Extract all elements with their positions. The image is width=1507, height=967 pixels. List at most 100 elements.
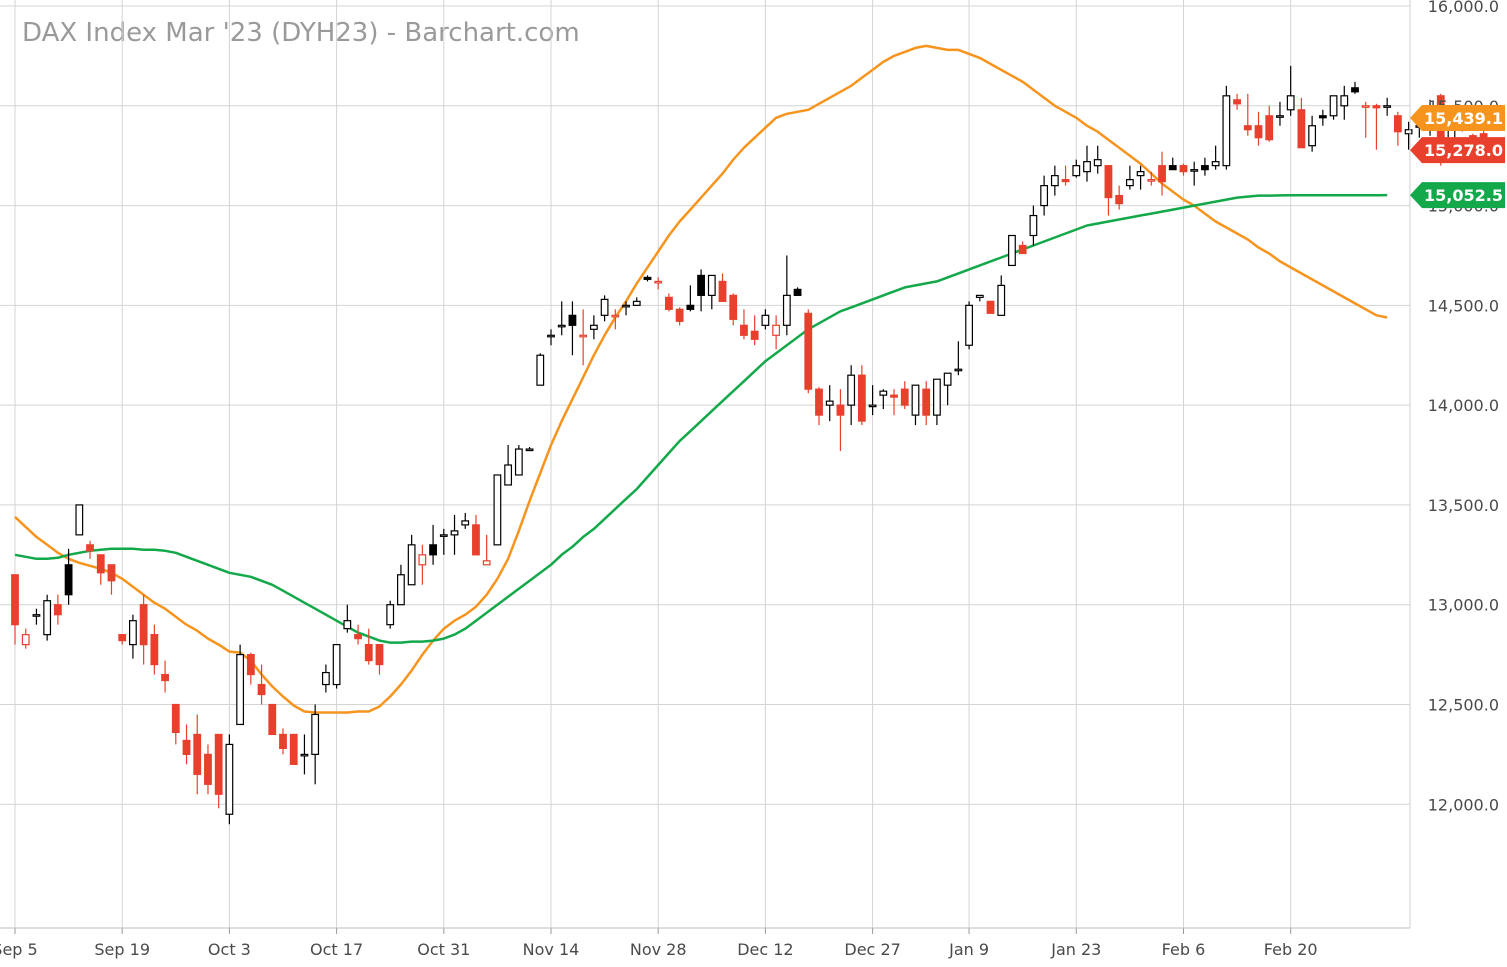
candle-body <box>1351 87 1359 93</box>
y-tick-label: 14,500.0 <box>1428 296 1499 315</box>
candle-body <box>139 604 148 646</box>
ma-fast-line <box>14 44 1388 714</box>
candle-body <box>568 314 577 326</box>
candle-body <box>86 544 94 552</box>
candle-body <box>1158 165 1166 183</box>
candle <box>1018 241 1027 255</box>
candle <box>1297 97 1306 149</box>
candle-body <box>311 713 320 755</box>
candles <box>11 65 1488 825</box>
candle-body <box>1404 129 1413 135</box>
price-tag-shape <box>1410 182 1505 209</box>
candle <box>1393 111 1402 146</box>
candle-body <box>375 644 384 666</box>
candle-body <box>697 274 705 296</box>
candle <box>364 628 373 665</box>
candle-body <box>847 374 856 406</box>
candle <box>536 353 545 386</box>
chart-title: DAX Index Mar '23 (DYH23) - Barchart.com <box>22 18 580 48</box>
price-tag-label: 15,052.5 <box>1424 186 1503 205</box>
candle <box>450 514 459 555</box>
candle <box>43 594 52 641</box>
candle-body <box>622 304 630 308</box>
candle-body <box>1372 105 1381 109</box>
candle <box>504 445 513 486</box>
candle <box>654 277 663 290</box>
candle <box>139 594 148 665</box>
candle-body <box>654 280 663 284</box>
x-tick-label: Sep 5 <box>0 940 38 959</box>
candle-body <box>493 474 502 546</box>
candle-body <box>354 634 362 640</box>
candle <box>418 544 427 585</box>
candle <box>1233 93 1241 110</box>
candle-body <box>161 673 169 682</box>
candle-body <box>236 654 245 726</box>
candle <box>1158 151 1166 196</box>
candle-body <box>997 284 1006 316</box>
price-tags[interactable]: 15,439.1 15,278.0 15,052.5 <box>1410 104 1505 209</box>
x-tick-label: Oct 17 <box>310 940 363 959</box>
candle <box>257 664 266 705</box>
price-tag-label: 15,278.0 <box>1424 141 1503 160</box>
candle <box>525 447 534 452</box>
candle <box>300 734 309 775</box>
price-tag: 15,052.5 <box>1410 182 1505 209</box>
candle-body <box>450 530 459 536</box>
candle-body <box>300 753 309 757</box>
candle <box>1050 165 1059 196</box>
candle <box>547 329 555 346</box>
candle <box>879 389 888 410</box>
candle-body <box>1318 115 1327 119</box>
candle <box>1168 157 1177 171</box>
candle <box>761 309 770 330</box>
candle-body <box>246 654 255 676</box>
candle-body <box>729 294 738 320</box>
candle <box>1093 145 1102 174</box>
candle-body <box>1072 165 1081 177</box>
candle <box>750 315 759 346</box>
candle-body <box>1340 95 1349 107</box>
candle <box>1222 85 1231 170</box>
candle <box>246 652 255 685</box>
candle <box>1061 165 1070 186</box>
y-tick-label: 16,000.0 <box>1428 0 1499 16</box>
candle <box>1276 101 1284 126</box>
candle-body <box>1008 234 1016 267</box>
candle <box>332 644 341 689</box>
candle <box>1265 105 1274 142</box>
y-tick-label: 12,500.0 <box>1428 695 1499 714</box>
candle <box>600 295 609 322</box>
candle <box>922 381 931 426</box>
candle-body <box>1276 115 1284 118</box>
candle <box>514 445 523 476</box>
candle-body <box>632 300 641 306</box>
candle-body <box>750 330 759 340</box>
candle <box>782 255 791 336</box>
candle-body <box>1083 161 1091 173</box>
candle <box>1340 85 1349 120</box>
candle-body <box>1383 105 1392 108</box>
candle-body <box>900 388 909 406</box>
candle-body <box>1040 185 1049 207</box>
price-tag-shape <box>1410 137 1505 164</box>
candle <box>214 733 223 809</box>
candle-body <box>150 634 159 666</box>
candle-body <box>589 324 598 330</box>
candle-body <box>204 753 212 785</box>
candle-body <box>107 564 116 582</box>
candle <box>1083 145 1091 182</box>
candle <box>772 315 781 350</box>
candle <box>150 624 159 675</box>
candle <box>1179 163 1188 176</box>
candle <box>161 660 169 693</box>
candle <box>568 301 577 356</box>
candle-body <box>1179 165 1188 173</box>
candle-body <box>525 448 534 452</box>
candle-body <box>1125 179 1134 187</box>
candle-body <box>611 314 620 318</box>
candle <box>997 275 1006 316</box>
price-tag: 15,278.0 <box>1410 137 1505 164</box>
candle <box>86 540 94 559</box>
